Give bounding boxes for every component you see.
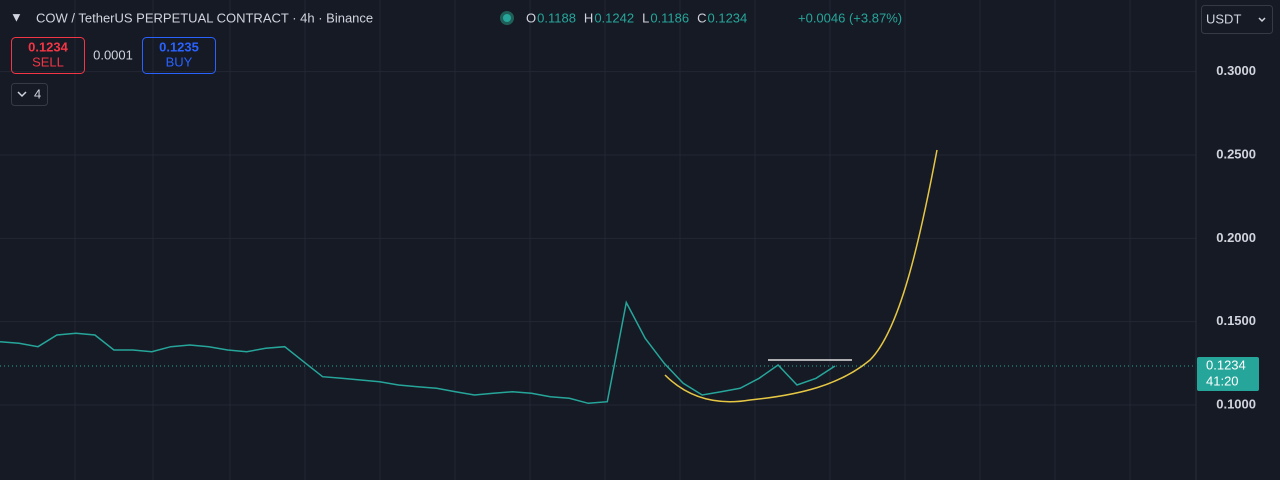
sell-price: 0.1234 [28,39,69,54]
ohlc-value: 0.1242 [594,10,634,25]
spread: 0.0001 [93,47,133,62]
currency-select[interactable] [1201,5,1273,34]
ohlc-key: H [584,10,593,25]
change: +0.0046 (+3.87%) [798,10,902,25]
y-tick-label: 0.2500 [1216,146,1256,161]
ohlc-key: C [697,10,706,25]
ohlc-key: L [642,10,649,25]
buy-price: 0.1235 [159,39,199,54]
chevron [17,91,27,98]
plot [0,300,1196,405]
sell-button[interactable] [11,37,85,74]
select-chevron [1258,17,1266,23]
ohlc-value: 0.1188 [537,10,576,25]
y-tick-label: 0.1500 [1216,313,1256,328]
sell-label: SELL [32,54,64,69]
symbol: COW / TetherUS PERPETUAL CONTRACT · 4h ·… [36,10,373,25]
ohlc-key: O [526,10,536,25]
y-tick-label: 0.2000 [1216,230,1256,245]
price-axis: 0.1000 0.1500 0.2000 0.2500 0.3000 [1216,63,1256,411]
ohlc-value: 0.1234 [708,10,748,25]
indicators-count: 4 [34,86,41,101]
currency: USDT [1206,11,1241,26]
buy-label: BUY [166,54,193,69]
buy-button[interactable] [142,37,216,74]
ohlc: O 0.1188 H 0.1242 L 0.1186 C 0.1234 [526,10,747,25]
price-tag-price: 0.1234 [1206,357,1246,372]
y-tick-label: 0.1000 [1216,396,1256,411]
drawn-curve[interactable] [664,149,938,403]
price-tag [1197,357,1259,391]
indicators-toggle[interactable] [11,83,48,106]
grid [0,71,1196,406]
logo: ▼ [10,9,23,24]
ohlc-value: 0.1186 [650,10,689,25]
status-dot [503,14,511,22]
y-tick-label: 0.3000 [1216,63,1256,78]
price-tag-countdown: 41:20 [1206,373,1239,388]
price-line [0,300,836,405]
